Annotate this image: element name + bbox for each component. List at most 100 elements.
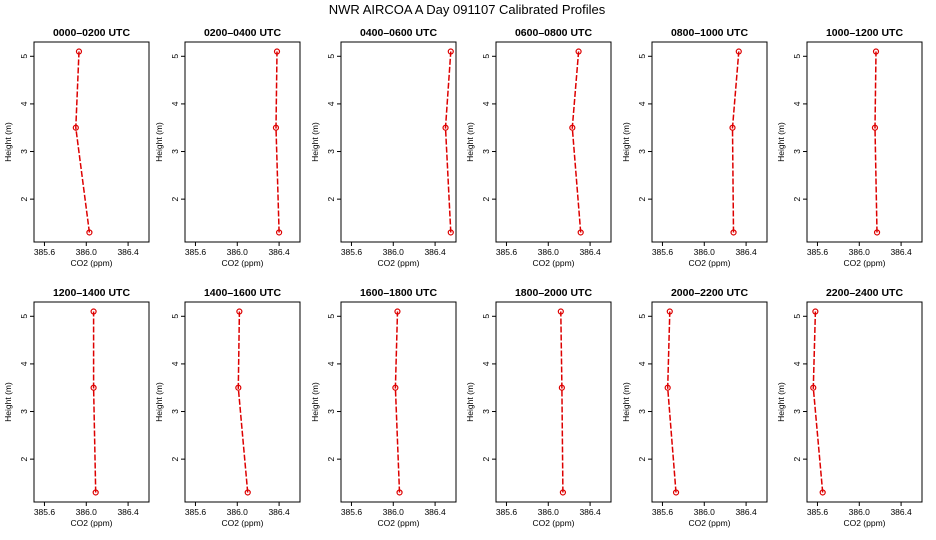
y-tick-label: 3 bbox=[792, 149, 802, 154]
profile-line bbox=[874, 51, 878, 233]
profile-line bbox=[444, 51, 452, 233]
y-tick-label: 3 bbox=[326, 409, 336, 414]
x-tick-label: 385.6 bbox=[34, 247, 56, 257]
y-tick-label: 2 bbox=[19, 197, 29, 202]
data-point bbox=[729, 124, 736, 131]
y-axis-label: Height (m) bbox=[154, 382, 164, 422]
data-point bbox=[442, 124, 449, 131]
x-tick-label: 385.6 bbox=[652, 507, 674, 517]
y-tick-label: 3 bbox=[637, 409, 647, 414]
data-point bbox=[575, 48, 582, 55]
y-tick-label: 2 bbox=[481, 197, 491, 202]
y-tick-label: 4 bbox=[481, 101, 491, 106]
x-tick-label: 386.4 bbox=[117, 247, 139, 257]
profile-panel: 1400–1600 UTC 385.6 386.0 386.4 2 3 4 5 CO2 (ppm… bbox=[154, 287, 301, 528]
x-axis-label: CO2 (ppm) bbox=[843, 518, 885, 528]
y-axis-label: Height (m) bbox=[776, 122, 786, 162]
plot-frame bbox=[495, 41, 612, 243]
y-tick-label: 2 bbox=[170, 197, 180, 202]
y-tick-label: 5 bbox=[481, 314, 491, 319]
y-axis-label: Height (m) bbox=[465, 122, 475, 162]
x-tick-label: 385.6 bbox=[341, 507, 363, 517]
profile-panel: 2000–2200 UTC 385.6 386.0 386.4 2 3 4 5 CO2 (ppm… bbox=[621, 287, 768, 528]
x-tick-label: 386.4 bbox=[890, 507, 912, 517]
data-point bbox=[90, 308, 97, 315]
data-point bbox=[275, 229, 283, 236]
data-point bbox=[730, 229, 737, 236]
panel-title: 1400–1600 UTC bbox=[204, 287, 281, 299]
y-tick-label: 2 bbox=[481, 457, 491, 462]
x-tick-label: 386.0 bbox=[538, 247, 560, 257]
x-tick-label: 385.6 bbox=[185, 507, 207, 517]
profile-panel: 0800–1000 UTC 385.6 386.0 386.4 2 3 4 5 CO2 (ppm… bbox=[621, 27, 768, 268]
x-axis-label: CO2 (ppm) bbox=[688, 518, 730, 528]
y-tick-label: 2 bbox=[792, 197, 802, 202]
x-tick-label: 386.0 bbox=[383, 507, 405, 517]
profile-line bbox=[275, 51, 280, 233]
y-tick-label: 5 bbox=[792, 314, 802, 319]
y-tick-label: 5 bbox=[792, 54, 802, 59]
x-tick-label: 386.4 bbox=[890, 247, 912, 257]
profile-line bbox=[812, 311, 824, 493]
profile-panel: 2200–2400 UTC 385.6 386.0 386.4 2 3 4 5 CO2 (ppm… bbox=[776, 287, 923, 528]
profile-panel: 1000–1200 UTC 385.6 386.0 386.4 2 3 4 5 CO2 (ppm… bbox=[776, 27, 923, 268]
x-tick-label: 386.4 bbox=[579, 507, 601, 517]
plot-frame bbox=[33, 301, 150, 503]
data-point bbox=[244, 489, 251, 496]
y-tick-label: 5 bbox=[170, 314, 180, 319]
data-point bbox=[72, 124, 79, 131]
figure-title: NWR AIRCOA A Day 091107 Calibrated Profi… bbox=[329, 2, 606, 17]
plot-frame bbox=[184, 301, 301, 503]
plot-frame bbox=[340, 301, 457, 503]
profile-line bbox=[92, 311, 97, 493]
panel-title: 1800–2000 UTC bbox=[515, 287, 592, 299]
x-tick-label: 386.4 bbox=[117, 507, 139, 517]
data-point bbox=[569, 124, 576, 131]
y-tick-label: 3 bbox=[19, 149, 29, 154]
y-tick-label: 5 bbox=[326, 54, 336, 59]
y-tick-label: 2 bbox=[19, 457, 29, 462]
x-axis-label: CO2 (ppm) bbox=[532, 518, 574, 528]
y-tick-label: 5 bbox=[481, 54, 491, 59]
y-tick-label: 2 bbox=[326, 197, 336, 202]
x-axis-label: CO2 (ppm) bbox=[70, 518, 112, 528]
data-point bbox=[672, 489, 680, 496]
x-axis-label: CO2 (ppm) bbox=[221, 518, 263, 528]
data-point bbox=[236, 308, 243, 315]
profile-line bbox=[731, 51, 740, 233]
data-point bbox=[447, 48, 454, 55]
y-tick-label: 3 bbox=[326, 149, 336, 154]
data-point bbox=[272, 124, 280, 131]
x-tick-label: 386.4 bbox=[424, 247, 446, 257]
data-point bbox=[557, 308, 564, 315]
y-tick-label: 4 bbox=[481, 361, 491, 366]
x-tick-label: 386.4 bbox=[268, 507, 290, 517]
profile-panel: 1800–2000 UTC 385.6 386.0 386.4 2 3 4 5 CO2 (ppm… bbox=[465, 287, 612, 528]
y-tick-label: 2 bbox=[637, 457, 647, 462]
x-tick-label: 386.0 bbox=[694, 247, 716, 257]
y-tick-label: 4 bbox=[326, 101, 336, 106]
y-tick-label: 5 bbox=[19, 54, 29, 59]
data-point bbox=[812, 308, 819, 315]
x-tick-label: 386.0 bbox=[849, 247, 871, 257]
y-tick-label: 4 bbox=[170, 101, 180, 106]
y-tick-label: 4 bbox=[19, 101, 29, 106]
data-point bbox=[819, 489, 826, 496]
y-tick-label: 3 bbox=[637, 149, 647, 154]
data-point bbox=[273, 48, 281, 55]
data-point bbox=[235, 384, 242, 391]
x-tick-label: 386.0 bbox=[849, 507, 871, 517]
profile-panel: 0400–0600 UTC 385.6 386.0 386.4 2 3 4 5 CO2 (ppm… bbox=[310, 27, 457, 268]
x-tick-label: 385.6 bbox=[341, 247, 363, 257]
plot-frame bbox=[651, 301, 768, 503]
data-point bbox=[86, 229, 93, 236]
plot-frame bbox=[651, 41, 768, 243]
x-tick-label: 385.6 bbox=[807, 507, 829, 517]
x-tick-label: 385.6 bbox=[496, 507, 518, 517]
x-tick-label: 386.0 bbox=[383, 247, 405, 257]
data-point bbox=[872, 48, 880, 55]
data-point bbox=[664, 384, 671, 391]
y-axis-label: Height (m) bbox=[310, 122, 320, 162]
y-tick-label: 4 bbox=[326, 361, 336, 366]
data-point bbox=[447, 229, 454, 236]
